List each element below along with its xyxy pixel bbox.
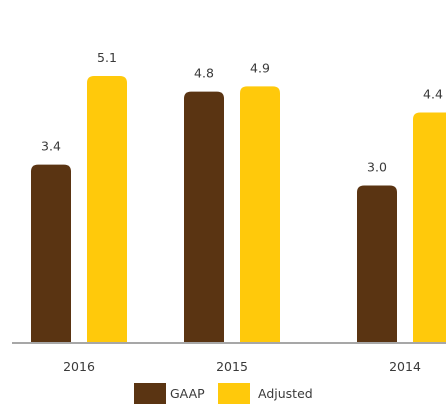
- bar-gaap-2015: [184, 91, 224, 342]
- value-labels-group: 3.4 5.1 4.8 4.9 3.0 4.4: [41, 50, 443, 175]
- x-tick-label-2014: 2014: [389, 359, 421, 374]
- value-label-gaap-2016: 3.4: [41, 139, 61, 154]
- legend-label-adjusted: Adjusted: [258, 386, 313, 401]
- legend-swatch-adjusted: [218, 383, 250, 404]
- legend-label-gaap: GAAP: [170, 386, 205, 401]
- x-tick-label-2016: 2016: [63, 359, 95, 374]
- bars-group: [31, 76, 446, 343]
- value-label-adjusted-2014: 4.4: [423, 87, 443, 102]
- value-label-gaap-2014: 3.0: [367, 160, 387, 175]
- value-label-adjusted-2016: 5.1: [97, 50, 117, 65]
- legend-swatch-gaap: [134, 383, 166, 404]
- bar-gaap-2014: [357, 185, 397, 342]
- x-tick-label-2015: 2015: [216, 359, 248, 374]
- value-label-gaap-2015: 4.8: [194, 66, 214, 81]
- bar-adjusted-2014: [413, 112, 446, 342]
- value-label-adjusted-2015: 4.9: [250, 60, 270, 75]
- x-tick-labels-group: 2016 2015 2014: [63, 359, 421, 374]
- bar-adjusted-2016: [87, 76, 127, 342]
- legend: GAAP Adjusted: [134, 383, 313, 404]
- bar-gaap-2016: [31, 164, 71, 342]
- bar-adjusted-2015: [240, 86, 280, 343]
